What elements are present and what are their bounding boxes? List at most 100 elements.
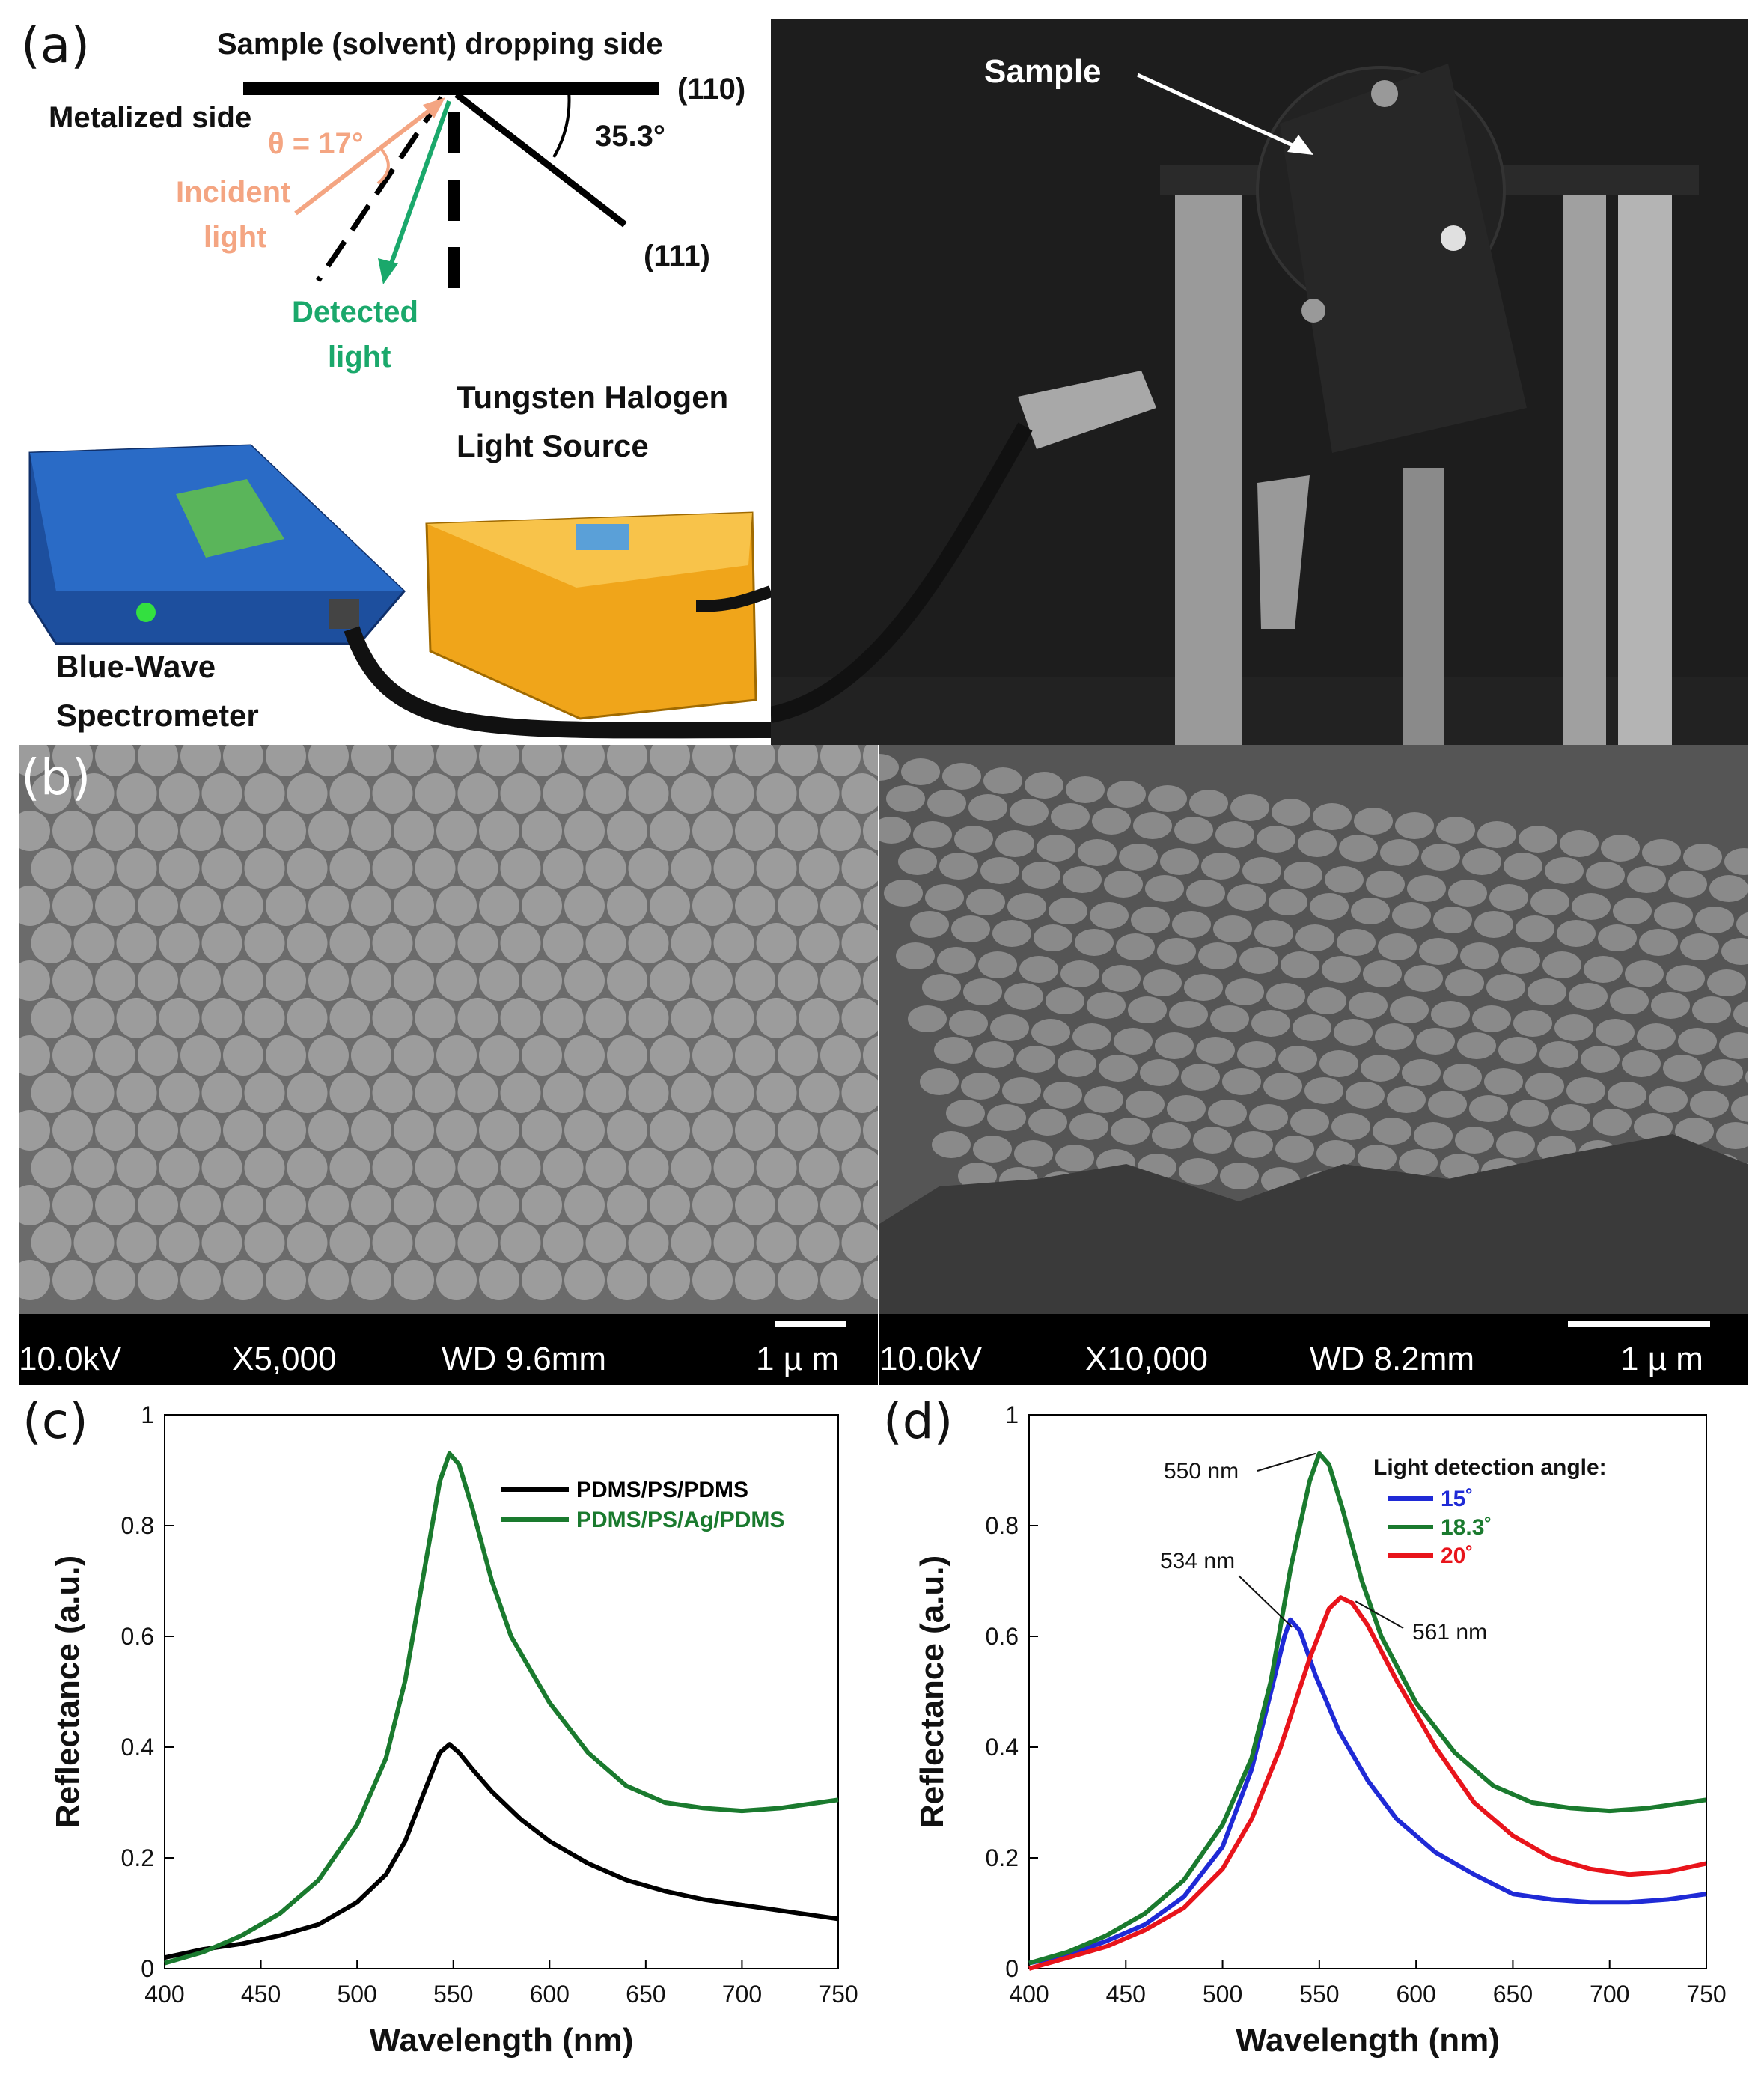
sem-sphere <box>778 1110 818 1151</box>
sem-sphere <box>73 1148 115 1188</box>
sem-sphere <box>308 745 349 776</box>
sem-sphere <box>159 1073 200 1113</box>
sem-tilted-sphere <box>1007 893 1046 920</box>
series-line <box>1028 1617 1707 1966</box>
sem-sphere <box>180 1260 221 1300</box>
sem-sphere <box>778 1035 818 1076</box>
sem-tilted-sphere <box>1402 1059 1441 1086</box>
sem-sphere <box>394 960 434 1001</box>
sem-tilted-sphere <box>1358 1145 1397 1171</box>
incident-arrowhead <box>423 97 445 118</box>
sem-tilted-sphere <box>1266 983 1305 1010</box>
sem-tilted-sphere <box>932 1131 971 1158</box>
sem-sphere <box>820 1185 861 1225</box>
sem-tilted-sphere <box>1263 1073 1302 1100</box>
sem-tilted-sphere <box>958 1163 997 1189</box>
sem-sphere <box>415 1148 456 1188</box>
sem-sphere <box>457 923 498 963</box>
sem-sphere <box>415 773 456 814</box>
sem-sphere <box>457 848 498 889</box>
sem-tilted-sphere <box>1724 848 1748 875</box>
sem-tilted-sphere <box>1060 960 1099 987</box>
sem-tilted-sphere <box>934 1037 973 1064</box>
sem-sphere <box>692 811 733 851</box>
sem-tilted-sphere <box>1092 808 1131 835</box>
sem-tilted-sphere <box>1004 983 1043 1010</box>
sem-sphere <box>778 886 818 926</box>
sem-sphere <box>628 1148 669 1188</box>
sem-sphere <box>778 745 818 776</box>
y-axis-label: Reflectance (a.u.) <box>914 1556 950 1828</box>
sem-tilted-sphere <box>1090 902 1129 929</box>
sem-tilted-sphere <box>1545 857 1584 884</box>
sem-tilted-sphere <box>1143 969 1182 996</box>
sem-tilted-sphere <box>1334 1019 1373 1046</box>
sem-sphere <box>735 1185 775 1225</box>
sem-tilted-sphere <box>1284 862 1322 889</box>
legend-entry: 15˚ <box>1441 1487 1473 1511</box>
sem-tilted-sphere <box>946 1100 985 1127</box>
sem-tilted-sphere <box>1251 1010 1290 1037</box>
sem-sphere <box>31 848 72 889</box>
sem-sphere <box>116 998 157 1038</box>
sem-tilted-sphere <box>1651 992 1690 1019</box>
sem-sphere <box>329 1222 370 1263</box>
sem-sphere <box>180 745 221 776</box>
sem-sphere <box>564 1035 605 1076</box>
sem-tilted-sphere <box>1721 938 1748 965</box>
sem-tilted-sphere <box>1586 862 1625 889</box>
sem-sphere <box>692 886 733 926</box>
sphere-grid <box>19 745 878 1300</box>
sem-tilted-sphere <box>1528 978 1566 1005</box>
sem-sphere <box>671 923 712 963</box>
sem-sphere <box>650 886 690 926</box>
sem-tilted-sphere <box>1513 1010 1552 1037</box>
sem-sphere <box>564 745 605 776</box>
sem-sphere <box>138 1185 178 1225</box>
sem-tilted-sphere <box>1189 790 1228 817</box>
series-line <box>164 1742 839 1960</box>
sem-tilted-sphere <box>1387 1086 1426 1113</box>
series-line <box>1028 1595 1707 1971</box>
sem-sphere <box>607 886 647 926</box>
sem-sphere <box>863 1110 878 1151</box>
sem-tilted-sphere <box>963 978 1002 1005</box>
sem-sphere <box>522 1035 562 1076</box>
sem-sphere <box>223 745 263 776</box>
sem-tilted-sphere <box>1046 987 1084 1014</box>
x-tick-label: 650 <box>626 1981 665 2008</box>
sem-tilted-sphere <box>1496 1131 1535 1158</box>
sem-tilted-sphere <box>1639 929 1678 956</box>
sem-right-scale-bar <box>1568 1321 1710 1327</box>
x-tick-label: 750 <box>818 1981 858 2008</box>
sem-sphere <box>329 848 370 889</box>
x-axis-label: Wavelength (nm) <box>1236 2022 1500 2059</box>
sem-sphere <box>713 848 754 889</box>
sem-sphere <box>308 1110 349 1151</box>
sem-tilted-sphere <box>1395 812 1434 839</box>
sem-sphere <box>73 1222 115 1263</box>
sem-tilted-sphere <box>1477 821 1516 848</box>
chart-c: 400 450 500 550 600 650 700 750 0 0.2 0.4 0.6 0.8 1 Wa… <box>49 1401 858 2059</box>
y-tick-label: 0 <box>1005 1955 1019 1982</box>
theta-label: θ = 17° <box>268 127 364 160</box>
sem-sphere <box>713 998 754 1038</box>
sem-left-scale: 1 µ m <box>756 1341 839 1377</box>
sem-sphere <box>159 998 200 1038</box>
sem-sphere <box>628 923 669 963</box>
sem-sphere <box>522 886 562 926</box>
sem-sphere <box>52 960 93 1001</box>
sem-tilted-sphere <box>1102 965 1141 992</box>
sem-sphere <box>159 773 200 814</box>
sem-sphere <box>116 1222 157 1263</box>
sem-tilted-sphere <box>879 817 911 844</box>
sem-tilted-sphere <box>1366 871 1405 898</box>
annotation-leader <box>1257 1452 1316 1472</box>
detected-arrowhead <box>378 258 398 284</box>
sem-sphere <box>607 1260 647 1300</box>
y-tick-label: 0.6 <box>986 1623 1019 1650</box>
sem-sphere <box>820 811 861 851</box>
sem-tilted-sphere <box>1354 808 1393 835</box>
sem-sphere <box>266 886 306 926</box>
sem-tilted-sphere <box>1596 1019 1635 1046</box>
